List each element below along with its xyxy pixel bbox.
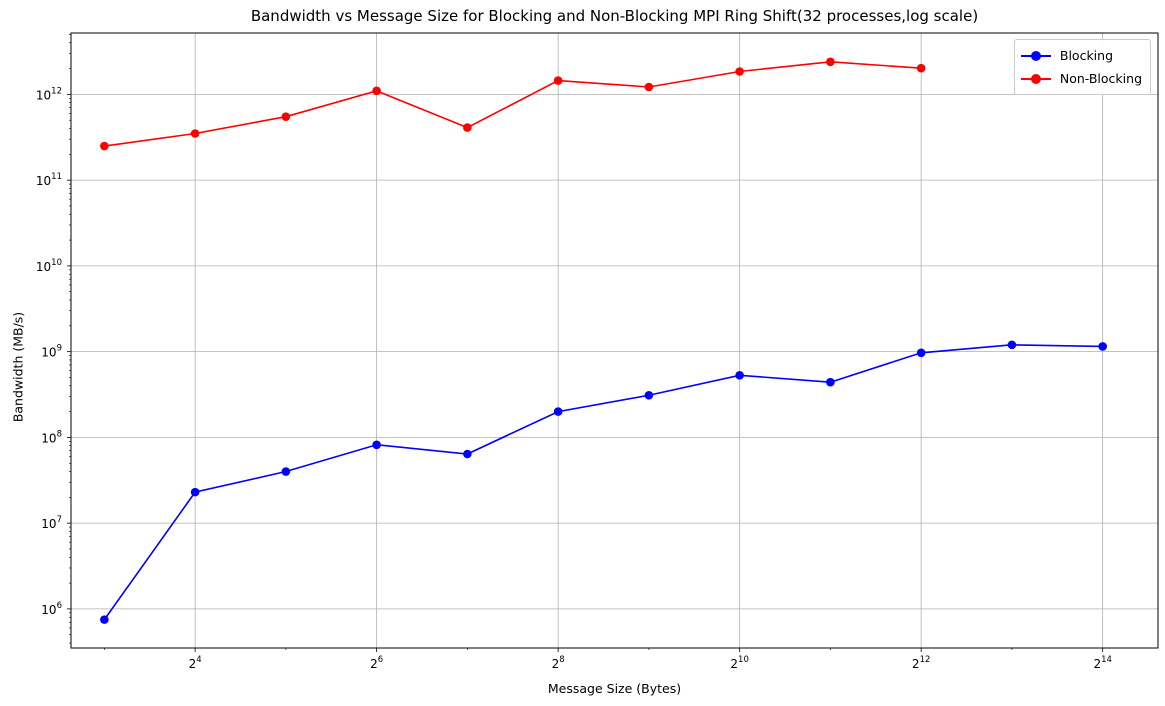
data-point-blocking xyxy=(735,370,744,380)
y-axis-label: Bandwidth (MB/s) xyxy=(10,311,26,423)
y-tick-label: 1012 xyxy=(36,86,62,102)
data-point-non-blocking xyxy=(735,67,744,76)
data-point-blocking xyxy=(644,390,654,400)
x-tick-label: 26 xyxy=(370,655,383,671)
data-point-blocking xyxy=(916,348,926,358)
data-point-blocking xyxy=(100,615,109,624)
data-point-blocking xyxy=(281,467,291,476)
data-point-non-blocking xyxy=(644,82,654,92)
series-line-non-blocking xyxy=(104,60,922,147)
data-point-blocking xyxy=(1098,342,1107,351)
series-lines xyxy=(100,57,1107,624)
x-tick-label: 210 xyxy=(730,655,748,671)
y-tick-label: 107 xyxy=(41,515,62,531)
data-point-non-blocking xyxy=(826,57,835,67)
legend-label-non-blocking: Non-Blocking xyxy=(1059,71,1142,86)
y-tick-label: 1011 xyxy=(36,172,62,188)
axis-ticks: 24 26 28 210 212 214 106 107 108 109 1010 1011 1012 xyxy=(36,86,1112,671)
data-point-non-blocking xyxy=(463,123,472,132)
data-point-blocking xyxy=(463,449,472,459)
legend-swatch-blocking xyxy=(1020,50,1051,62)
data-point-non-blocking xyxy=(916,63,926,73)
legend: Blocking Non-Blocking xyxy=(1013,39,1151,95)
legend-swatch-non-blocking xyxy=(1020,73,1051,85)
x-tick-label: 24 xyxy=(189,655,202,671)
x-tick-label: 214 xyxy=(1093,655,1111,671)
grid-lines xyxy=(71,33,1158,648)
plot-frame xyxy=(70,32,1159,649)
y-tick-label: 106 xyxy=(41,601,62,617)
data-point-non-blocking xyxy=(553,76,563,85)
data-point-non-blocking xyxy=(190,129,200,138)
legend-label-blocking: Blocking xyxy=(1059,48,1114,63)
y-tick-label: 109 xyxy=(41,344,62,360)
x-tick-label: 212 xyxy=(912,655,930,671)
data-point-blocking xyxy=(826,377,835,387)
data-point-non-blocking xyxy=(372,86,381,96)
legend-item-blocking: Blocking xyxy=(1020,44,1142,67)
data-point-non-blocking xyxy=(100,141,109,151)
data-point-blocking xyxy=(372,440,381,450)
series-line-blocking xyxy=(103,344,1103,621)
y-tick-label: 108 xyxy=(41,429,62,445)
minor-ticks xyxy=(69,34,1013,650)
data-point-blocking xyxy=(1007,340,1017,350)
data-point-non-blocking xyxy=(281,112,291,121)
data-point-blocking xyxy=(553,407,563,416)
x-tick-label: 28 xyxy=(552,655,565,671)
data-point-blocking xyxy=(190,487,200,497)
chart-title: Bandwidth vs Message Size for Blocking a… xyxy=(250,7,979,25)
legend-item-non-blocking: Non-Blocking xyxy=(1020,67,1142,90)
y-tick-label: 1010 xyxy=(36,258,62,274)
x-axis-label: Message Size (Bytes) xyxy=(547,681,682,696)
